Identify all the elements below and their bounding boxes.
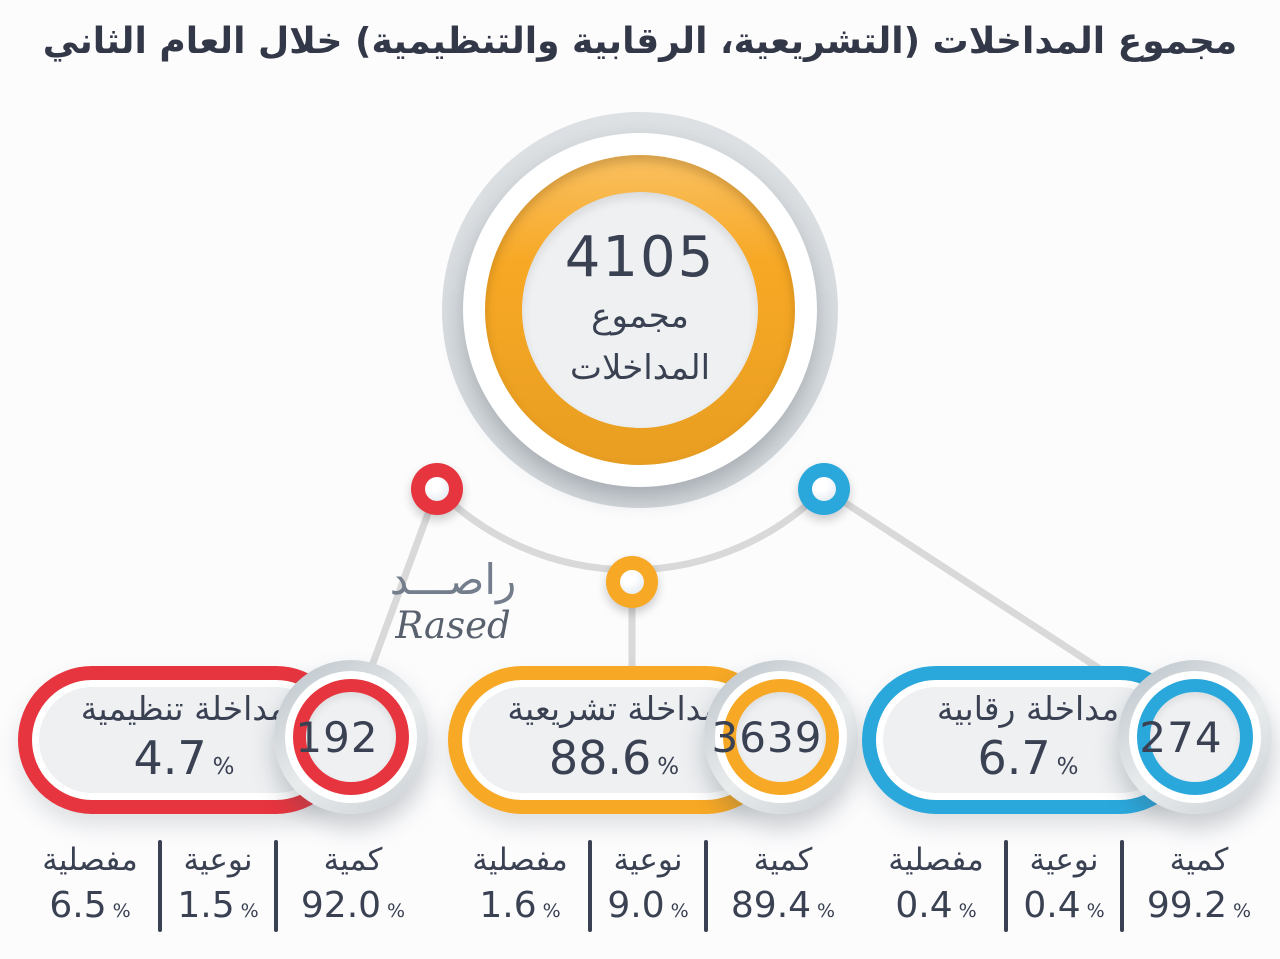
stat-value-number: 1.6 — [479, 885, 537, 926]
stat-value: 1.6 % — [479, 883, 560, 934]
count-value: 3639 — [711, 712, 823, 762]
stats-divider — [704, 840, 708, 932]
rased-latin-text: Rased — [395, 604, 511, 647]
percent-sign: % — [817, 900, 836, 922]
card-regulatory: مداخلة تنظيمية 4.7 % 192 — [18, 658, 428, 824]
total-inner-disc: 4105 مجموع المداخلات — [522, 192, 758, 428]
stat-value: 0.4 % — [895, 883, 976, 934]
card-percent-value: 4.7 — [133, 730, 207, 785]
percent-sign: % — [112, 900, 131, 922]
count-value: 274 — [1139, 712, 1223, 762]
percent-sign: % — [670, 900, 689, 922]
stats-divider — [158, 840, 162, 932]
count-badge-white-ring — [1129, 671, 1261, 803]
stats-oversight: كمية 99.2 % نوعية 0.4 % مفصلية 0.4 % — [864, 836, 1274, 936]
rased-watermark: راصـــد Rased — [378, 556, 528, 648]
card-oversight: مداخلة رقابية 6.7 % 274 — [862, 658, 1272, 824]
stat-label: مفصلية — [472, 842, 568, 878]
stat-value-number: 0.4 — [895, 885, 953, 926]
node-dot-core — [425, 477, 449, 501]
stat-value-number: 99.2 — [1146, 885, 1228, 926]
card-percent: 4.7 % — [133, 731, 234, 794]
stats-regulatory: كمية 92.0 % نوعية 1.5 % مفصلية 6.5 % — [18, 836, 428, 936]
total-circle: 4105 مجموع المداخلات — [442, 112, 838, 508]
count-badge: 192 — [274, 660, 428, 814]
stat-value-number: 92.0 — [300, 885, 382, 926]
total-yellow-ring: 4105 مجموع المداخلات — [485, 155, 795, 465]
percent-sign: % — [542, 900, 561, 922]
count-badge: 3639 — [704, 660, 858, 814]
total-label-line1: مجموع — [591, 296, 689, 336]
total-white-ring: 4105 مجموع المداخلات — [463, 133, 817, 487]
stat-value: 92.0 % — [301, 883, 405, 934]
stats-legislative: كمية 89.4 % نوعية 9.0 % مفصلية 1.6 % — [448, 836, 858, 936]
count-badge-white-ring — [285, 671, 417, 803]
node-dot-core — [812, 477, 836, 501]
stat-label: نوعية — [613, 842, 683, 878]
stat-label: مفصلية — [42, 842, 138, 878]
stat-cell-qualitative: نوعية 9.0 % — [592, 836, 704, 936]
card-legislative: مداخلة تشريعية 88.6 % 3639 — [448, 658, 858, 824]
stat-label: مفصلية — [888, 842, 984, 878]
percent-sign: % — [212, 753, 235, 780]
percent-sign: % — [1086, 900, 1105, 922]
stat-value: 6.5 % — [49, 883, 130, 934]
page-title: مجموع المداخلات (التشريعية، الرقابية وال… — [42, 21, 1238, 62]
card-percent-value: 88.6 — [548, 730, 652, 785]
stats-divider — [1004, 840, 1008, 932]
rased-arabic-text: راصـــد — [389, 555, 517, 604]
stat-value: 9.0 % — [607, 883, 688, 934]
stat-cell-pivotal: مفصلية 0.4 % — [868, 836, 1004, 936]
count-badge-white-ring — [715, 671, 847, 803]
stat-label: كمية — [323, 842, 383, 878]
stat-value: 99.2 % — [1147, 883, 1251, 934]
count-value: 192 — [295, 712, 379, 762]
stat-value-number: 89.4 — [730, 885, 812, 926]
percent-sign: % — [1233, 900, 1252, 922]
percent-sign: % — [1056, 753, 1079, 780]
card-percent: 6.7 % — [977, 731, 1078, 794]
total-label-line2: المداخلات — [569, 348, 711, 388]
stats-divider — [588, 840, 592, 932]
percent-sign: % — [240, 900, 259, 922]
stat-value-number: 1.5 — [177, 885, 235, 926]
stat-value-number: 9.0 — [607, 885, 665, 926]
stat-cell-pivotal: مفصلية 1.6 % — [452, 836, 588, 936]
stat-cell-qualitative: نوعية 1.5 % — [162, 836, 274, 936]
stats-divider — [1120, 840, 1124, 932]
card-percent-value: 6.7 — [977, 730, 1051, 785]
stat-cell-quantitative: كمية 92.0 % — [278, 836, 428, 936]
stat-label: نوعية — [1029, 842, 1099, 878]
stat-label: كمية — [753, 842, 813, 878]
stat-value: 0.4 % — [1023, 883, 1104, 934]
card-name: مداخلة تشريعية — [507, 688, 721, 728]
percent-sign: % — [958, 900, 977, 922]
percent-sign: % — [387, 900, 406, 922]
node-dot-core — [620, 570, 644, 594]
stat-value: 89.4 % — [731, 883, 835, 934]
stat-cell-quantitative: كمية 99.2 % — [1124, 836, 1274, 936]
card-name: مداخلة تنظيمية — [80, 688, 288, 728]
stats-divider — [274, 840, 278, 932]
card-percent: 88.6 % — [549, 731, 679, 794]
count-badge: 274 — [1118, 660, 1272, 814]
node-dot-oversight — [798, 463, 850, 515]
percent-sign: % — [657, 753, 680, 780]
stat-cell-pivotal: مفصلية 6.5 % — [22, 836, 158, 936]
total-outer-ring: 4105 مجموع المداخلات — [442, 112, 838, 508]
node-dot-regulatory — [411, 463, 463, 515]
stat-cell-qualitative: نوعية 0.4 % — [1008, 836, 1120, 936]
stat-value-number: 6.5 — [49, 885, 107, 926]
card-name: مداخلة رقابية — [936, 688, 1120, 728]
node-dot-legislative — [606, 556, 658, 608]
stat-label: نوعية — [183, 842, 253, 878]
stat-label: كمية — [1169, 842, 1229, 878]
stat-value-number: 0.4 — [1023, 885, 1081, 926]
total-value: 4105 — [564, 225, 716, 290]
stat-value: 1.5 % — [177, 883, 258, 934]
stat-cell-quantitative: كمية 89.4 % — [708, 836, 858, 936]
